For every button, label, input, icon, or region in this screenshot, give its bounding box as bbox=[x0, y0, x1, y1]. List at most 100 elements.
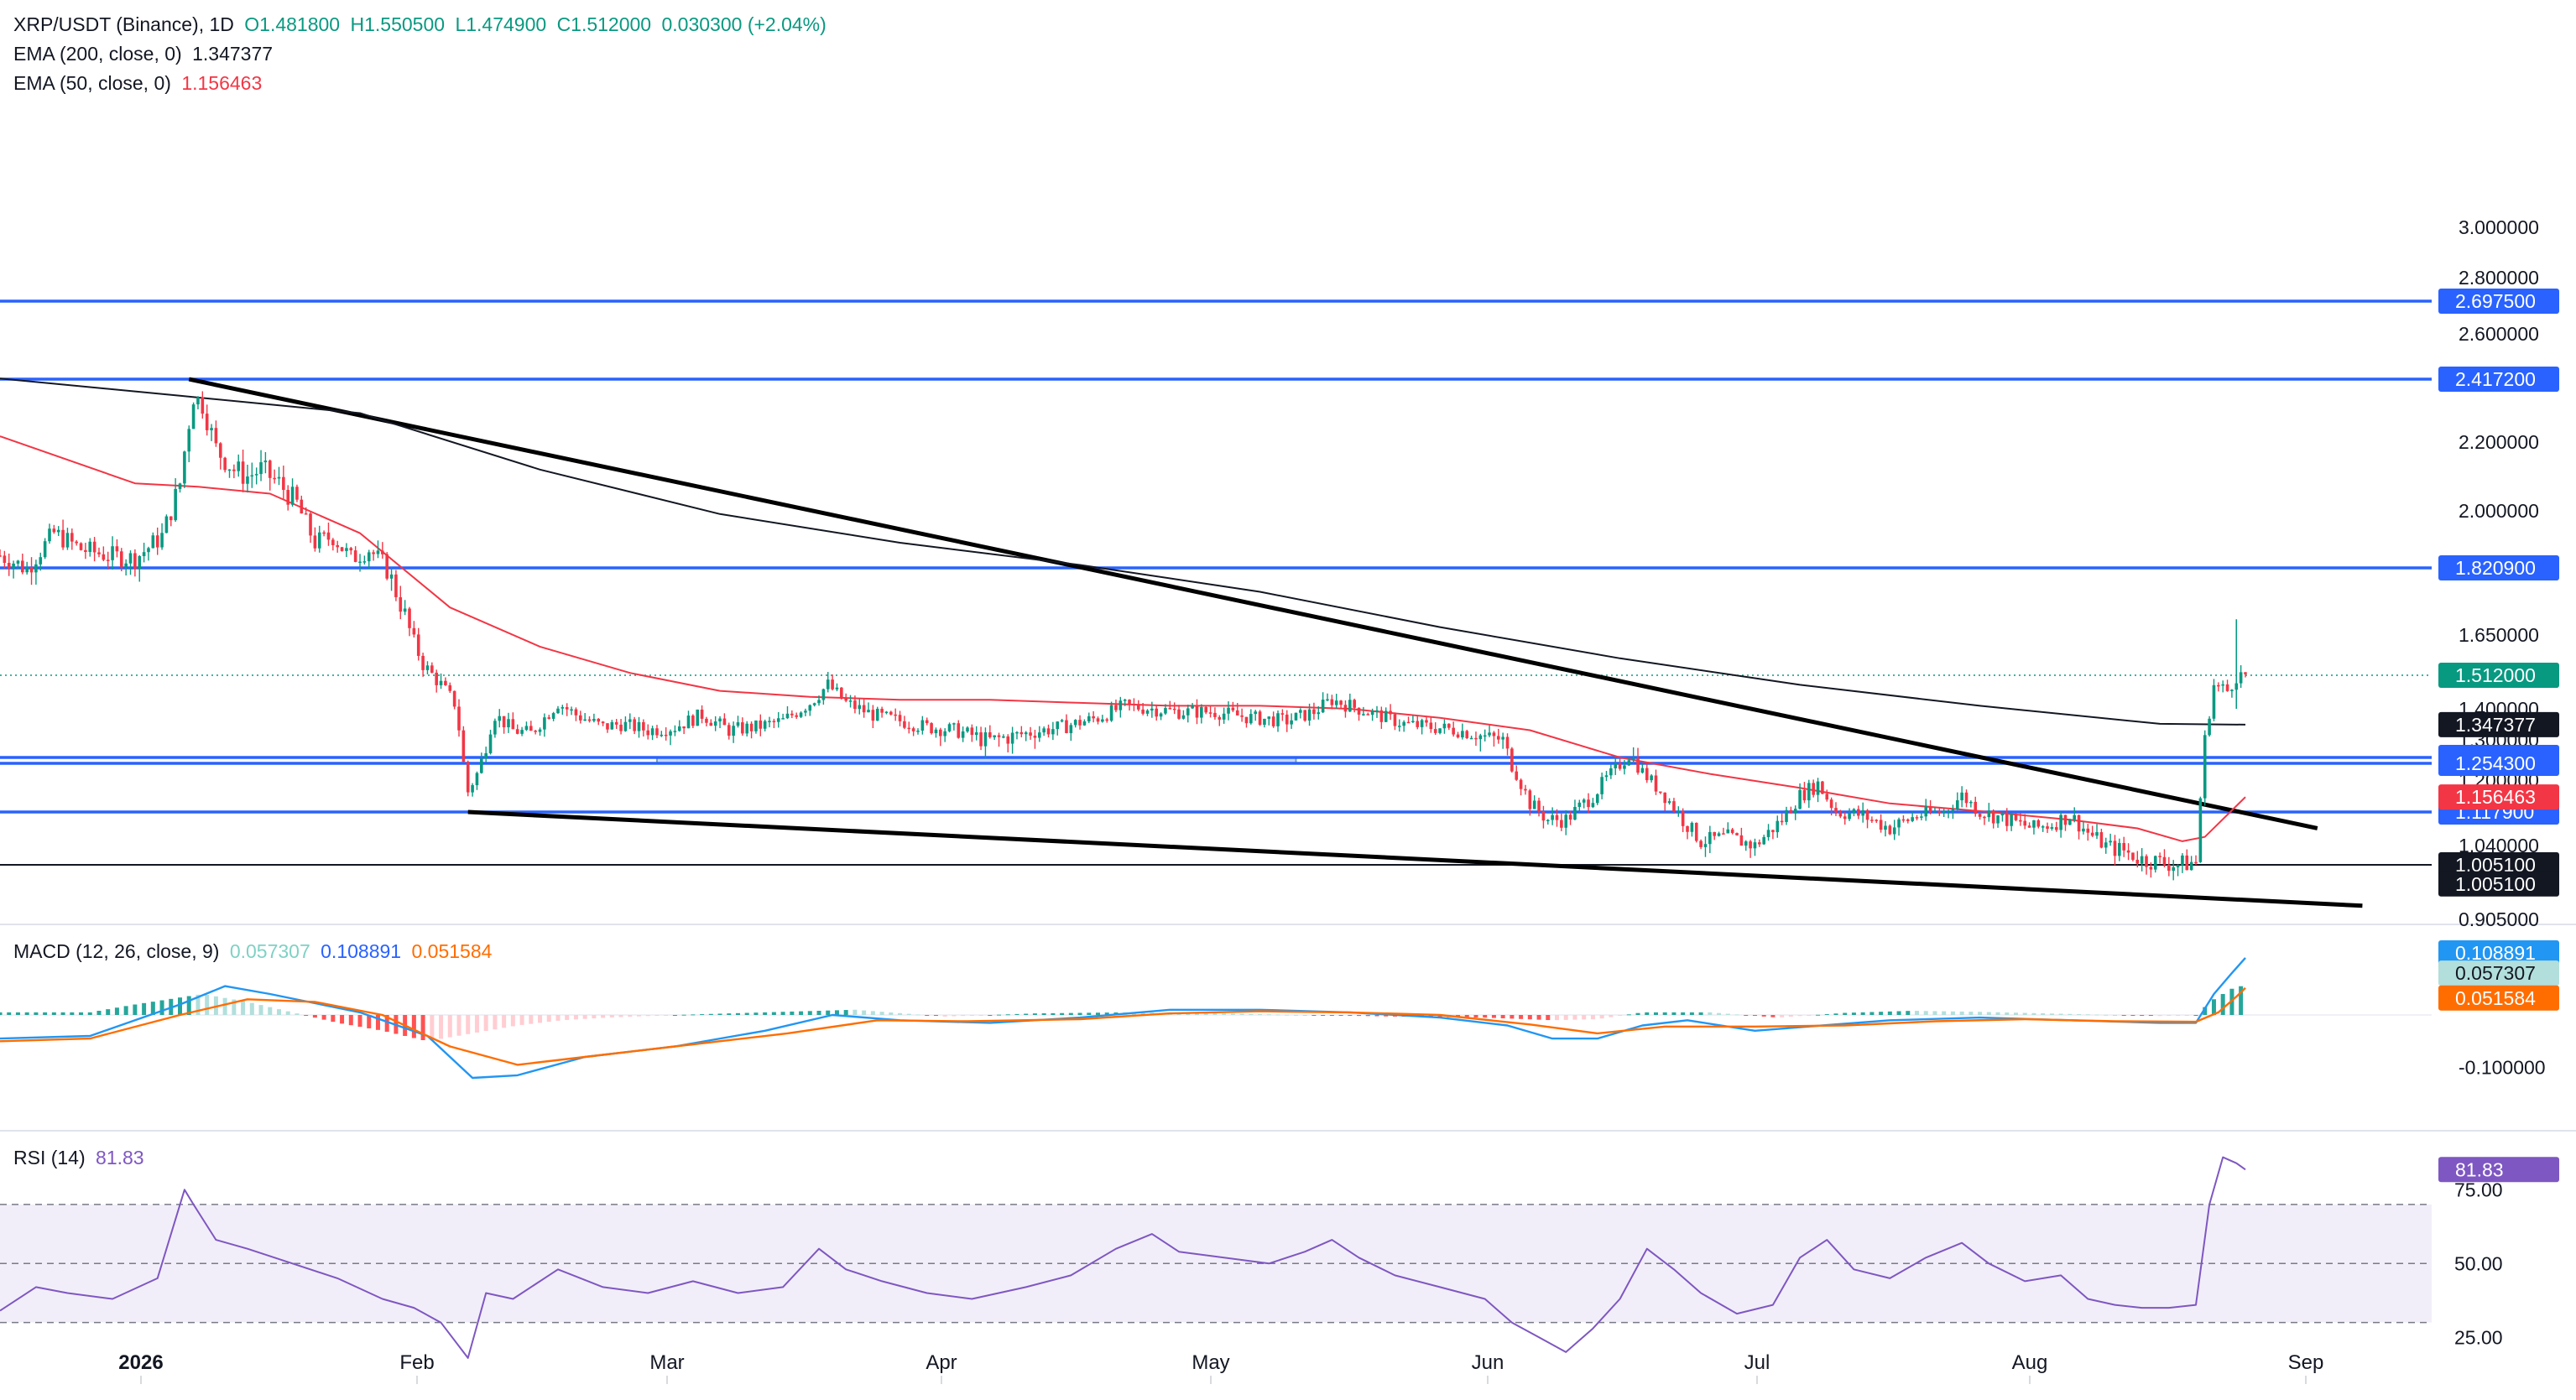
candle-body bbox=[556, 708, 560, 714]
candle-body bbox=[7, 562, 11, 569]
candle-body bbox=[1884, 825, 1887, 830]
candle-body bbox=[2063, 814, 2068, 825]
candle-body bbox=[2126, 850, 2130, 853]
candle-body bbox=[1654, 775, 1658, 792]
candle-body bbox=[2054, 827, 2058, 830]
candle-body bbox=[1263, 718, 1266, 726]
macd-hist-bar bbox=[1302, 1015, 1307, 1016]
candle-body bbox=[1802, 789, 1807, 801]
candle-body bbox=[1056, 721, 1060, 730]
candle-body bbox=[867, 710, 870, 713]
macd-hist-bar bbox=[717, 1013, 722, 1015]
candle-body bbox=[1928, 806, 1932, 812]
candle-body bbox=[1942, 810, 1946, 813]
macd-hist-bar bbox=[843, 1010, 848, 1015]
candle-body bbox=[601, 721, 605, 724]
candle-body bbox=[1537, 800, 1541, 812]
candle-body bbox=[1672, 801, 1676, 812]
candle-body bbox=[313, 535, 317, 549]
ema200-value: 1.347377 bbox=[192, 43, 274, 65]
macd-label: MACD (12, 26, close, 9) bbox=[13, 940, 220, 962]
candle-body bbox=[884, 711, 889, 714]
candle-body bbox=[128, 553, 133, 564]
candle-body bbox=[358, 561, 362, 563]
candle-body bbox=[2000, 813, 2005, 816]
candle-body bbox=[1901, 819, 1906, 821]
candle-body bbox=[1218, 716, 1222, 720]
candle-body bbox=[1825, 794, 1829, 800]
macd-hist-bar bbox=[1032, 1013, 1037, 1015]
candle-body bbox=[1879, 820, 1883, 830]
macd-hist-bar bbox=[2193, 1015, 2198, 1016]
macd-hist-bar bbox=[664, 1015, 669, 1016]
candle-body bbox=[1515, 771, 1519, 780]
macd-hist-bar bbox=[2005, 1012, 2010, 1015]
candle-body bbox=[56, 529, 60, 533]
candle-body bbox=[1303, 710, 1306, 721]
level-badge-bg bbox=[2438, 289, 2559, 314]
candle-body bbox=[196, 397, 200, 405]
macd-hist-badge-bg bbox=[2438, 960, 2559, 986]
candle-body bbox=[435, 672, 438, 685]
candle-body bbox=[2019, 820, 2022, 822]
candle-body bbox=[1290, 720, 1293, 725]
candle-body bbox=[844, 698, 847, 701]
macd-hist-bar bbox=[348, 1015, 353, 1026]
candle-body bbox=[1528, 790, 1532, 809]
macd-hist-bar bbox=[1473, 1015, 1478, 1017]
candle-body bbox=[106, 559, 110, 561]
candle-body bbox=[317, 532, 321, 549]
rsi-pane bbox=[0, 1156, 2432, 1359]
ema50-value: 1.156463 bbox=[181, 72, 263, 94]
candle-body bbox=[2046, 826, 2049, 829]
macd-hist-bar bbox=[1770, 1015, 1776, 1017]
candle-body bbox=[2181, 855, 2184, 866]
candle-body bbox=[1429, 722, 1433, 730]
candle-body bbox=[2140, 856, 2144, 864]
macd-hist-bar bbox=[565, 1015, 570, 1020]
candle-body bbox=[1141, 709, 1145, 714]
candle-body bbox=[650, 728, 654, 736]
candle-body bbox=[2176, 865, 2180, 867]
rsi-tick-label: 50.00 bbox=[2454, 1252, 2503, 1274]
candle-body bbox=[1812, 783, 1815, 795]
candle-body bbox=[1294, 712, 1298, 721]
macd-hist-bar bbox=[295, 1013, 300, 1015]
macd-hist-bar bbox=[222, 997, 227, 1015]
candle-body bbox=[1532, 800, 1536, 809]
macd-hist-bar bbox=[573, 1015, 578, 1020]
macd-hist-bar bbox=[466, 1015, 471, 1034]
candle-body bbox=[889, 711, 893, 715]
low-value: L1.474900 bbox=[455, 13, 547, 35]
macd-hist-bar bbox=[43, 1012, 48, 1015]
candle-body bbox=[2090, 832, 2094, 836]
macd-hist-bar bbox=[1491, 1015, 1496, 1018]
macd-hist-bar bbox=[2022, 1012, 2027, 1015]
candle-body bbox=[1604, 775, 1609, 778]
macd-hist-bar bbox=[2112, 1015, 2117, 1016]
macd-hist-bar bbox=[0, 1012, 3, 1015]
macd-hist-bar bbox=[1618, 1015, 1623, 1016]
candle-body bbox=[416, 634, 420, 656]
candle-body bbox=[2032, 820, 2036, 828]
candle-body bbox=[0, 555, 2, 557]
macd-hist-bar bbox=[870, 1011, 875, 1015]
macd-hist-bar bbox=[529, 1015, 534, 1024]
macd-hist-bar bbox=[1725, 1013, 1730, 1015]
candle-body bbox=[1258, 711, 1262, 726]
candle-body bbox=[2109, 841, 2112, 843]
macd-hist-bar bbox=[1096, 1012, 1101, 1015]
level-badge: 1.820900 bbox=[2455, 557, 2536, 579]
candle-body bbox=[1128, 700, 1131, 704]
candle-body bbox=[1703, 844, 1708, 847]
price-tick-label: 2.800000 bbox=[2459, 267, 2539, 289]
macd-hist-bar bbox=[2239, 986, 2244, 1015]
macd-hist-bar bbox=[1816, 1014, 1821, 1016]
ema200-line bbox=[0, 377, 2246, 726]
macd-hist-bar bbox=[186, 996, 191, 1015]
candle-body bbox=[1857, 809, 1860, 816]
macd-hist-bar bbox=[1879, 1012, 1884, 1015]
candle-body bbox=[821, 689, 826, 700]
candle-body bbox=[961, 731, 965, 738]
